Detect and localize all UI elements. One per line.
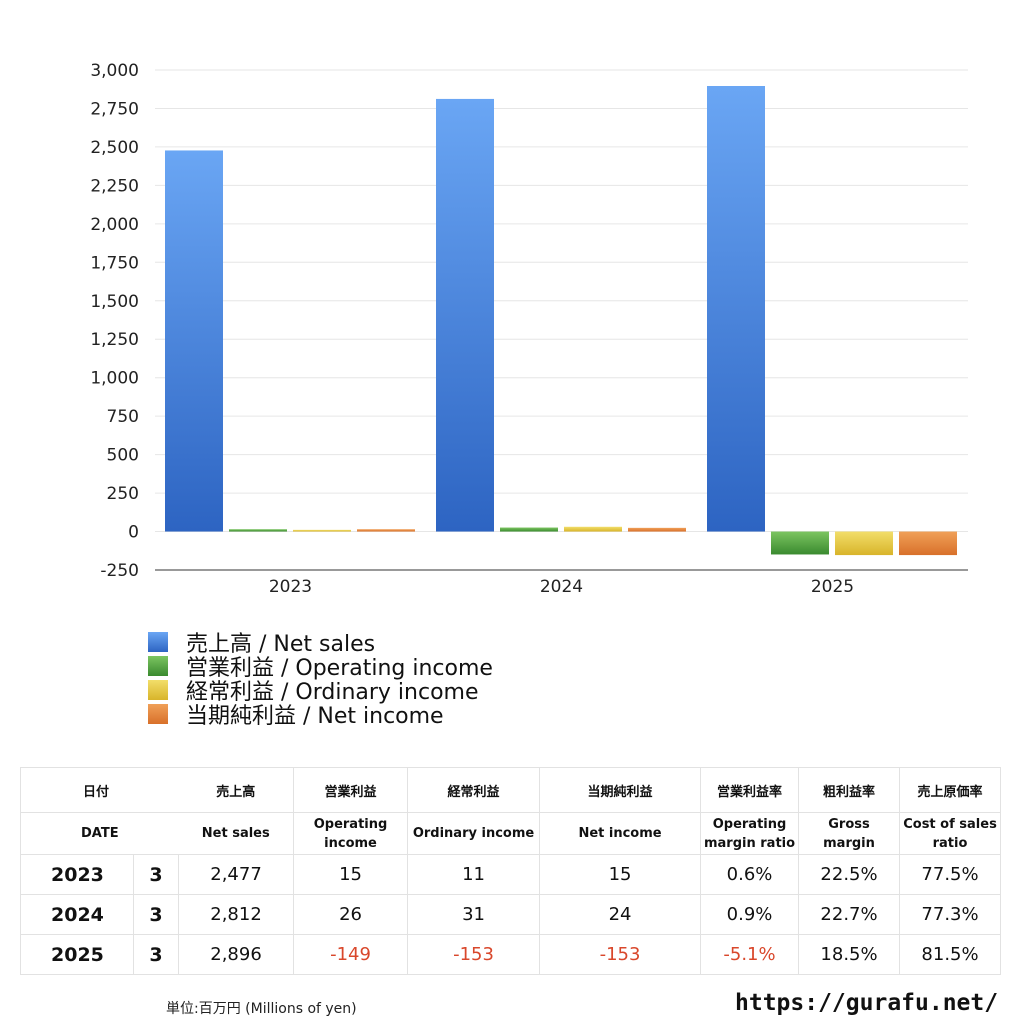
cell-net-income: -153 [539,934,702,975]
chart-legend: 売上高 / Net sales 営業利益 / Operating income … [148,630,493,729]
bar-2025-series-0 [707,86,765,532]
cell-net-sales: 2,812 [178,894,295,935]
cell-net-sales: 2,477 [178,854,295,895]
cell-month: 3 [132,934,180,975]
bar-2025-series-2 [835,531,893,556]
table-row: 2024 3 2,812 26 31 24 0.9% 22.7% 77.3% [20,894,1002,935]
legend-label-ordinary-income: 経常利益 / Ordinary income [186,680,479,705]
cell-year: 2024 [20,894,134,935]
legend-swatch-net-sales [148,632,168,652]
bar-2024-series-0 [436,98,494,532]
table-header-row-en: DATE Net sales Operating income Ordinary… [19,812,1002,855]
cell-gross-margin: 22.5% [798,854,901,895]
y-tick-label: 1,500 [90,292,139,312]
cell-operating: 15 [293,854,409,895]
y-tick-label: 2,750 [90,99,139,119]
bar-2024-series-2 [564,526,622,532]
table-header-row-jp: 日付 売上高 営業利益 経常利益 当期純利益 営業利益率 粗利益率 売上原価率 [19,767,1002,813]
legend-item-operating-income: 営業利益 / Operating income [148,654,493,681]
cell-year: 2025 [20,934,134,975]
header-net-sales-jp: 売上高 [178,767,295,813]
legend-swatch-net-income [148,704,168,724]
header-date-en: DATE [19,812,179,855]
cell-gross-margin: 22.7% [798,894,901,935]
y-tick-label: 2,000 [90,215,139,235]
cell-month: 3 [132,854,180,895]
cell-operating: 26 [293,894,409,935]
bar-2025-series-3 [899,531,957,556]
header-op-margin-jp: 営業利益率 [700,767,800,813]
bar-2023-series-0 [165,150,223,532]
y-tick-label: -250 [100,561,139,581]
bar-2025-series-1 [771,531,829,555]
header-ordinary-jp: 経常利益 [407,767,541,813]
cell-cost-ratio: 77.3% [899,894,1002,935]
header-net-income-en: Net income [539,812,702,855]
header-operating-en: Operating income [293,812,409,855]
bar-chart: 3,000 2,750 2,500 2,250 2,000 1,750 1,500 1,250… [90,61,968,597]
y-tick-label: 1,250 [90,330,139,350]
legend-swatch-ordinary-income [148,680,168,700]
cell-op-margin: -5.1% [700,934,800,975]
header-gross-margin-jp: 粗利益率 [798,767,901,813]
legend-item-ordinary-income: 経常利益 / Ordinary income [148,678,493,705]
cell-ordinary: 31 [407,894,541,935]
header-net-income-jp: 当期純利益 [539,767,702,813]
y-tick-label: 500 [107,446,139,466]
bar-2023-series-3 [357,529,415,532]
x-tick-label: 2025 [811,577,854,597]
cell-year: 2023 [20,854,134,895]
y-tick-label: 3,000 [90,61,139,81]
cell-net-sales: 2,896 [178,934,295,975]
header-ordinary-en: Ordinary income [407,812,541,855]
y-tick-label: 2,250 [90,176,139,196]
legend-label-net-sales: 売上高 / Net sales [186,632,376,657]
bar-2023-series-2 [293,529,351,532]
financial-table: 日付 売上高 営業利益 経常利益 当期純利益 営業利益率 粗利益率 売上原価率 … [19,767,1002,975]
cell-operating: -149 [293,934,409,975]
cell-ordinary: 11 [407,854,541,895]
cell-op-margin: 0.6% [700,854,800,895]
site-url-link[interactable]: https://gurafu.net/ [735,990,999,1016]
bar-2024-series-1 [500,527,558,532]
cell-net-income: 24 [539,894,702,935]
x-tick-label: 2023 [269,577,312,597]
legend-label-operating-income: 営業利益 / Operating income [186,656,493,681]
legend-item-net-sales: 売上高 / Net sales [148,630,493,657]
y-tick-label: 250 [107,484,139,504]
cell-cost-ratio: 77.5% [899,854,1002,895]
header-net-sales-en: Net sales [178,812,295,855]
table-row: 2023 3 2,477 15 11 15 0.6% 22.5% 77.5% [20,854,1002,895]
bar-2024-series-3 [628,527,686,532]
y-tick-label: 1,000 [90,369,139,389]
unit-note: 単位:百万円 (Millions of yen) [166,1001,357,1017]
cell-op-margin: 0.9% [700,894,800,935]
header-operating-jp: 営業利益 [293,767,409,813]
legend-item-net-income: 当期純利益 / Net income [148,702,493,729]
header-cost-ratio-jp: 売上原価率 [899,767,1002,813]
cell-ordinary: -153 [407,934,541,975]
cell-cost-ratio: 81.5% [899,934,1002,975]
cell-net-income: 15 [539,854,702,895]
y-tick-label: 2,500 [90,138,139,158]
cell-month: 3 [132,894,180,935]
y-tick-label: 0 [128,523,139,543]
legend-swatch-operating-income [148,656,168,676]
header-cost-ratio-en: Cost of sales ratio [899,812,1002,855]
header-gross-margin-en: Gross margin [798,812,901,855]
legend-label-net-income: 当期純利益 / Net income [186,704,444,729]
header-op-margin-en: Operating margin ratio [700,812,800,855]
cell-gross-margin: 18.5% [798,934,901,975]
y-tick-label: 750 [107,407,139,427]
x-tick-label: 2024 [540,577,583,597]
bar-2023-series-1 [229,529,287,532]
header-date-jp: 日付 [19,767,179,813]
y-tick-label: 1,750 [90,253,139,273]
table-row: 2025 3 2,896 -149 -153 -153 -5.1% 18.5% … [20,934,1002,975]
